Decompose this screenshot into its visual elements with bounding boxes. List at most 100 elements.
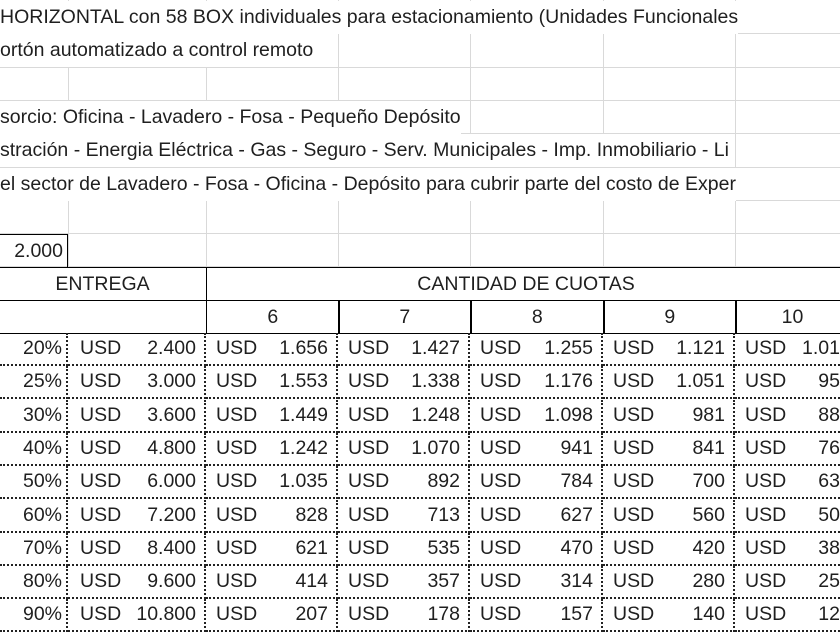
text-row[interactable]: stración - Energia Eléctrica - Gas - Seg… <box>0 134 729 168</box>
cuota-cell[interactable]: USD 841 <box>603 432 735 466</box>
currency-label: USD <box>80 436 122 459</box>
cuotas-9[interactable]: 9 <box>603 300 737 334</box>
currency-label: USD <box>216 603 258 626</box>
cuota-value: 1.427 <box>411 337 460 359</box>
cuota-cell[interactable]: USD 25 <box>735 566 840 600</box>
cuota-value: 63 <box>818 470 840 493</box>
percent-cell[interactable]: 60% <box>0 499 68 533</box>
cuota-value: 95 <box>818 370 840 393</box>
blank-header-cell[interactable] <box>0 300 207 334</box>
cuota-cell[interactable]: USD 1.035 <box>206 466 338 500</box>
percent-cell[interactable]: 50% <box>0 466 68 500</box>
cuota-cell[interactable]: USD 12 <box>735 599 840 632</box>
cuota-cell[interactable]: USD 1.070 <box>338 432 470 466</box>
cuota-value: 280 <box>692 570 725 593</box>
entrega-header[interactable]: ENTREGA <box>0 267 207 301</box>
entrega-cell[interactable]: USD 4.800 <box>68 432 206 466</box>
text-row[interactable]: sorcio: Oficina - Lavadero - Fosa - Pequ… <box>0 100 461 134</box>
cuota-cell[interactable]: USD 140 <box>603 599 735 632</box>
cuota-cell[interactable]: USD 1.051 <box>603 366 735 400</box>
text-row[interactable]: el sector de Lavadero - Fosa - Oficina -… <box>0 167 736 201</box>
cuota-cell[interactable]: USD 981 <box>603 399 735 433</box>
cuota-cell[interactable]: USD 280 <box>603 566 735 600</box>
entrega-cell[interactable]: USD 8.400 <box>68 532 206 566</box>
cuota-cell[interactable]: USD 1.098 <box>470 399 603 433</box>
cuota-cell[interactable]: USD 38 <box>735 533 840 566</box>
cuota-value: 828 <box>295 503 328 526</box>
cuota-cell[interactable]: USD 95 <box>735 366 840 400</box>
cuota-cell[interactable]: USD 414 <box>206 566 338 600</box>
percent-cell[interactable]: 20% <box>0 333 68 366</box>
cuota-cell[interactable]: USD 1.449 <box>206 399 338 433</box>
cuota-cell[interactable]: USD 1.427 <box>338 333 470 366</box>
price-cell[interactable]: 2.000 <box>0 234 68 268</box>
cuota-cell[interactable]: USD 1.553 <box>206 366 338 400</box>
cuota-cell[interactable]: USD 314 <box>470 566 603 600</box>
cuota-cell[interactable]: USD 1.121 <box>603 333 735 366</box>
text-row[interactable]: ortón automatizado a control remoto <box>0 34 314 68</box>
cuotas-7[interactable]: 7 <box>338 300 472 334</box>
cuota-cell[interactable]: USD 700 <box>603 466 735 500</box>
cuota-cell[interactable]: USD 535 <box>338 532 470 566</box>
cuota-cell[interactable]: USD 63 <box>735 466 840 500</box>
cuota-cell[interactable]: USD 828 <box>206 499 338 533</box>
percent-cell[interactable]: 40% <box>0 432 68 466</box>
cuota-cell[interactable]: USD 157 <box>470 599 603 632</box>
entrega-cell[interactable]: USD 9.600 <box>68 566 206 600</box>
currency-label: USD <box>216 436 258 459</box>
percent-cell[interactable]: 90% <box>0 599 68 632</box>
percent-cell[interactable]: 70% <box>0 532 68 566</box>
entrega-cell[interactable]: USD 2.400 <box>68 333 206 366</box>
cuota-cell[interactable]: USD 207 <box>206 599 338 632</box>
cuota-cell[interactable]: USD 1.242 <box>206 432 338 466</box>
currency-label: USD <box>613 603 655 626</box>
currency-label: USD <box>745 536 787 559</box>
cuota-cell[interactable]: USD 1.656 <box>206 333 338 366</box>
currency-label: USD <box>745 470 787 493</box>
cuota-cell[interactable]: USD 50 <box>735 500 840 533</box>
cuota-cell[interactable]: USD 1.338 <box>338 366 470 400</box>
currency-label: USD <box>480 370 522 393</box>
entrega-cell[interactable]: USD 7.200 <box>68 499 206 533</box>
cuotas-6[interactable]: 6 <box>206 300 340 334</box>
cuota-cell[interactable]: USD 560 <box>603 499 735 533</box>
cuota-cell[interactable]: USD 621 <box>206 532 338 566</box>
currency-label: USD <box>480 570 522 593</box>
cuota-cell[interactable]: USD 1.255 <box>470 333 603 366</box>
entrega-cell[interactable]: USD 3.600 <box>68 399 206 433</box>
cuota-cell[interactable]: USD 1.01 <box>735 333 840 366</box>
cuota-cell[interactable]: USD 76 <box>735 433 840 466</box>
cuota-cell[interactable]: USD 892 <box>338 466 470 500</box>
cuotas-header[interactable]: CANTIDAD DE CUOTAS <box>206 267 840 301</box>
cuota-cell[interactable]: USD 420 <box>603 532 735 566</box>
cuota-value: 1.01 <box>802 337 840 359</box>
cuota-value: 892 <box>427 470 460 493</box>
currency-label: USD <box>480 337 522 359</box>
entrega-value: 3.000 <box>147 370 196 393</box>
cuota-cell[interactable]: USD 470 <box>470 532 603 566</box>
cuota-cell[interactable]: USD 178 <box>338 599 470 632</box>
cuota-value: 470 <box>560 536 593 559</box>
cuota-cell[interactable]: USD 1.248 <box>338 399 470 433</box>
currency-label: USD <box>216 470 258 493</box>
cuota-cell[interactable]: USD 1.176 <box>470 366 603 400</box>
percent-cell[interactable]: 30% <box>0 399 68 433</box>
currency-label: USD <box>745 436 787 459</box>
entrega-cell[interactable]: USD 10.800 <box>68 599 206 632</box>
entrega-cell[interactable]: USD 3.000 <box>68 366 206 400</box>
text-row[interactable]: HORIZONTAL con 58 BOX individuales para … <box>0 1 739 34</box>
cuota-cell[interactable]: USD 713 <box>338 499 470 533</box>
cuota-cell[interactable]: USD 88 <box>735 400 840 433</box>
cuota-cell[interactable]: USD 357 <box>338 566 470 600</box>
percent-cell[interactable]: 25% <box>0 366 68 400</box>
currency-label: USD <box>348 403 390 426</box>
cuota-cell[interactable]: USD 627 <box>470 499 603 533</box>
cuota-cell[interactable]: USD 941 <box>470 432 603 466</box>
entrega-cell[interactable]: USD 6.000 <box>68 466 206 500</box>
cuota-cell[interactable]: USD 784 <box>470 466 603 500</box>
percent-value: 30% <box>22 403 62 426</box>
cuotas-8[interactable]: 8 <box>470 300 605 334</box>
cuotas-10[interactable]: 10 <box>735 300 840 334</box>
percent-cell[interactable]: 80% <box>0 566 68 600</box>
cuota-value: 713 <box>427 503 460 526</box>
